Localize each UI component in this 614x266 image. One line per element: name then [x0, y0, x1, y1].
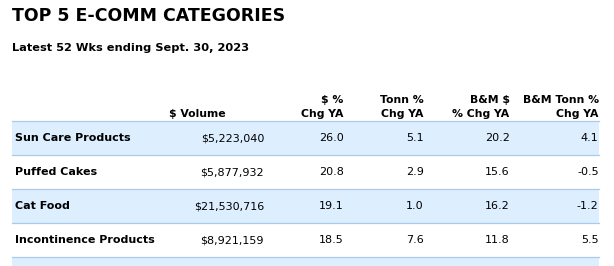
- Text: Latest 52 Wks ending Sept. 30, 2023: Latest 52 Wks ending Sept. 30, 2023: [12, 43, 249, 53]
- Text: 1.0: 1.0: [406, 201, 424, 211]
- Text: 2.9: 2.9: [406, 167, 424, 177]
- Text: B&M Tonn %: B&M Tonn %: [523, 95, 599, 105]
- Text: $5,223,040: $5,223,040: [201, 133, 264, 143]
- Text: 20.2: 20.2: [484, 133, 510, 143]
- Text: 16.2: 16.2: [485, 201, 510, 211]
- Text: $ %: $ %: [322, 95, 344, 105]
- Text: 18.5: 18.5: [319, 235, 344, 245]
- Text: 7.6: 7.6: [406, 235, 424, 245]
- Text: 5.1: 5.1: [406, 133, 424, 143]
- Text: 5.5: 5.5: [581, 235, 599, 245]
- Text: TOP 5 E-COMM CATEGORIES: TOP 5 E-COMM CATEGORIES: [12, 7, 286, 25]
- Text: $5,877,932: $5,877,932: [200, 167, 264, 177]
- Text: B&M $: B&M $: [470, 95, 510, 105]
- Text: Puffed Cakes: Puffed Cakes: [15, 167, 98, 177]
- Text: $21,530,716: $21,530,716: [194, 201, 264, 211]
- Text: % Chg YA: % Chg YA: [453, 109, 510, 119]
- Text: 26.0: 26.0: [319, 133, 344, 143]
- Text: 19.1: 19.1: [319, 201, 344, 211]
- Text: Tonn %: Tonn %: [380, 95, 424, 105]
- Text: -0.5: -0.5: [577, 167, 599, 177]
- Text: Chg YA: Chg YA: [301, 109, 344, 119]
- Text: Chg YA: Chg YA: [556, 109, 599, 119]
- Text: Cat Food: Cat Food: [15, 201, 70, 211]
- Text: 4.1: 4.1: [581, 133, 599, 143]
- Text: $ Volume: $ Volume: [169, 109, 225, 119]
- Text: Incontinence Products: Incontinence Products: [15, 235, 155, 245]
- Text: -1.2: -1.2: [577, 201, 599, 211]
- Text: 20.8: 20.8: [319, 167, 344, 177]
- Text: Sun Care Products: Sun Care Products: [15, 133, 131, 143]
- Text: 11.8: 11.8: [485, 235, 510, 245]
- Text: Chg YA: Chg YA: [381, 109, 424, 119]
- Text: 15.6: 15.6: [485, 167, 510, 177]
- Text: $8,921,159: $8,921,159: [201, 235, 264, 245]
